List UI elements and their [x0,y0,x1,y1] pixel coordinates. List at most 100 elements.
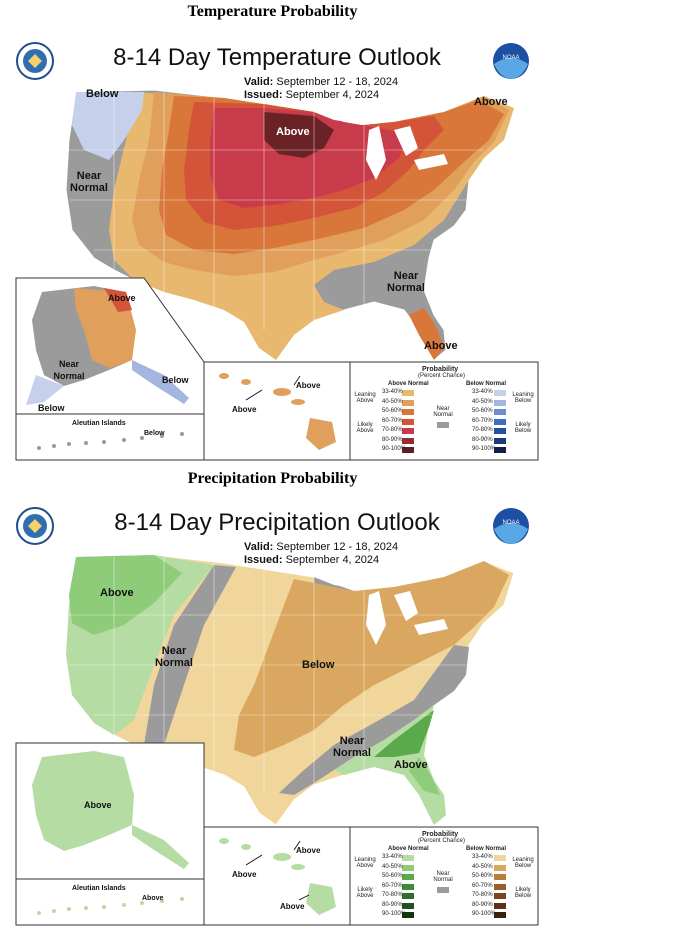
label-ak-below-sw: Below [38,403,65,413]
legend-swatch-below [494,883,506,890]
legend-swatch-above [402,399,414,406]
label-hi-above-2: Above [296,381,321,390]
label-ak-above: Above [84,800,112,810]
legend-swatch-below [494,418,506,425]
legend-swatch-above [402,428,414,434]
legend-swatch-below [494,902,506,909]
temperature-map-title: 8-14 Day Temperature Outlook [113,44,441,71]
label-near-normal-w: Near Normal [155,645,193,669]
commerce-seal-icon [16,42,54,80]
label-aleutian-below: Below [144,430,165,437]
temperature-dates: Valid: September 12 - 18, 2024 Issued: S… [244,76,399,101]
legend-range-below: 70-80% [472,427,493,433]
label-above-ne: Above [474,96,508,108]
legend-swatch-above [402,409,414,415]
label-aleutian-above: Above [142,895,164,902]
legend-swatch-above [402,418,414,425]
legend-swatch-below [494,399,506,406]
legend-swatch-below [494,864,506,871]
legend-range-above: 60-70% [382,882,403,889]
legend-range-below: 90-100% [472,911,497,917]
precipitation-legend: Probability (Percent Chance) Above Norma… [354,831,534,918]
legend-range-above: 70-80% [382,892,403,898]
legend-swatch-below [494,409,506,415]
label-ak-near-normal: Near Normal [53,359,85,381]
label-hi-above-2: Above [296,846,321,855]
precipitation-outlook-map: NOAA 8-14 Day Precipitation Outlook Vali… [14,495,540,947]
legend-range-above: 33-40% [382,854,403,860]
legend-range-below: 60-70% [472,882,493,889]
label-aleutian-islands: Aleutian Islands [72,420,126,427]
legend-range-below: 40-50% [472,398,493,405]
label-near-normal-se: Near Normal [387,270,425,294]
legend-range-above: 90-100% [382,446,407,452]
legend-range-below: 70-80% [472,892,493,898]
label-near-normal-w: Near Normal [70,170,108,194]
legend-swatch-above [402,864,414,871]
label-below-central: Below [302,659,335,671]
legend-range-below: 50-60% [472,408,493,414]
legend-swatch-above [402,902,414,909]
legend-swatch-above [402,912,414,918]
legend-range-below: 60-70% [472,417,493,424]
legend-swatch-above [402,883,414,890]
label-below-nw: Below [86,88,119,100]
label-above-nw: Above [100,587,134,599]
precipitation-map-title: 8-14 Day Precipitation Outlook [114,509,440,536]
legend-swatch-above [402,855,414,861]
legend-range-above: 80-90% [382,436,403,443]
label-ak-above: Above [108,293,136,303]
legend-range-below: 80-90% [472,436,493,443]
legend-range-above: 60-70% [382,417,403,424]
legend-swatch-above [402,874,414,880]
legend-range-below: 40-50% [472,863,493,870]
label-hi-above-1: Above [232,870,257,879]
legend-swatch-below [494,390,506,396]
precipitation-dates: Valid: September 12 - 18, 2024 Issued: S… [244,541,399,566]
legend-swatch-below [494,874,506,880]
legend-range-below: 50-60% [472,873,493,879]
temperature-section-title: Temperature Probability [187,3,358,20]
temperature-map-graphic [15,89,539,461]
legend-swatch-below [494,855,506,861]
legend-range-above: 50-60% [382,408,403,414]
legend-range-above: 80-90% [382,901,403,908]
temperature-legend: Probability (Percent Chance) Above Norma… [354,366,534,453]
noaa-logo-icon: NOAA [492,507,530,545]
legend-range-above: 70-80% [382,427,403,433]
legend-swatch-below [494,428,506,434]
legend-swatch-above [402,390,414,396]
legend-range-below: 90-100% [472,446,497,452]
label-above-se: Above [394,759,428,771]
label-near-normal-se: Near Normal [333,735,371,759]
legend-range-below: 80-90% [472,901,493,908]
label-ak-below-se: Below [162,375,189,385]
precipitation-section-title: Precipitation Probability [187,470,358,487]
legend-range-below: 33-40% [472,389,493,395]
legend-range-above: 50-60% [382,873,403,879]
noaa-logo-icon: NOAA [492,42,530,80]
temperature-outlook-map: NOAA 8-14 Day Temperature Outlook Valid:… [14,30,540,482]
legend-range-below: 33-40% [472,854,493,860]
legend-swatch-above [402,893,414,899]
label-above-fl: Above [424,340,458,352]
precipitation-map-graphic [15,554,539,926]
legend-range-above: 33-40% [382,389,403,395]
label-hi-above-3: Above [280,902,305,911]
legend-swatch-below [494,447,506,453]
legend-swatch-near-normal [437,887,449,893]
legend-range-above: 40-50% [382,863,403,870]
legend-swatch-above [402,447,414,453]
commerce-seal-icon [16,507,54,545]
legend-swatch-below [494,912,506,918]
legend-range-above: 90-100% [382,911,407,917]
svg-text:NOAA: NOAA [502,520,519,526]
label-above-mn: Above [276,126,310,138]
legend-swatch-near-normal [437,422,449,428]
legend-swatch-above [402,437,414,444]
legend-range-above: 40-50% [382,398,403,405]
label-hi-above-1: Above [232,405,257,414]
legend-swatch-below [494,437,506,444]
legend-swatch-below [494,893,506,899]
label-aleutian-islands: Aleutian Islands [72,885,126,892]
